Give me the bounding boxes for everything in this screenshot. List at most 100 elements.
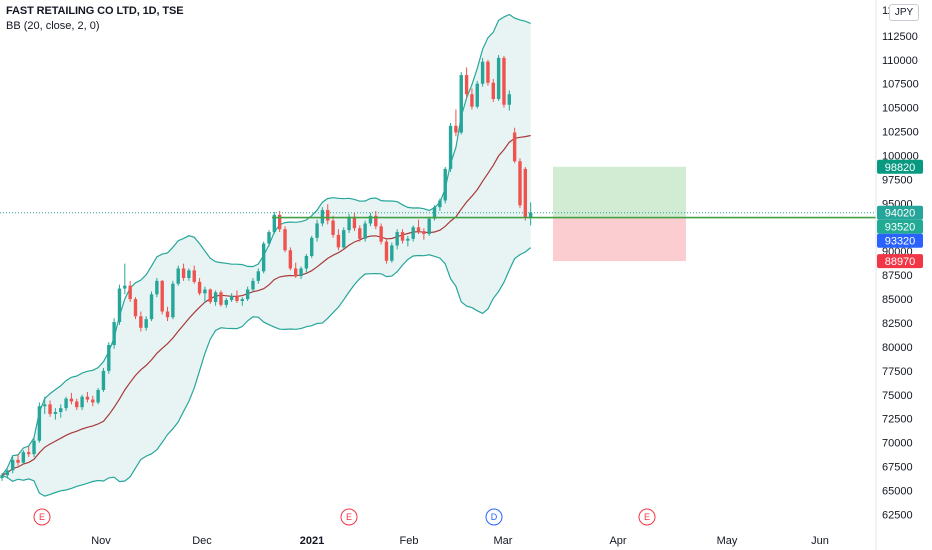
candle-body[interactable] xyxy=(352,216,357,229)
candle-body[interactable] xyxy=(21,452,26,463)
candle-body[interactable] xyxy=(139,316,143,328)
candle-body[interactable] xyxy=(192,270,196,282)
event-marker-circle[interactable] xyxy=(33,508,51,526)
candle-body[interactable] xyxy=(336,234,341,248)
candle-body[interactable] xyxy=(438,200,442,208)
candle-body[interactable] xyxy=(43,404,47,407)
candle-body[interactable] xyxy=(59,408,63,413)
candle-body[interactable] xyxy=(133,299,138,317)
candle-body[interactable] xyxy=(288,250,293,269)
candle-body[interactable] xyxy=(448,125,453,169)
candle-body[interactable] xyxy=(229,296,234,301)
candle-body[interactable] xyxy=(443,168,447,201)
candle-body[interactable] xyxy=(224,300,228,305)
candle-body[interactable] xyxy=(160,280,164,312)
rr-profit-zone[interactable] xyxy=(553,166,686,218)
candle-body[interactable] xyxy=(422,231,426,234)
candle-body[interactable] xyxy=(475,83,479,107)
candle-body[interactable] xyxy=(85,396,90,400)
candle-body[interactable] xyxy=(374,215,378,227)
event-marker-circle[interactable] xyxy=(638,508,656,526)
candle-body[interactable] xyxy=(496,57,501,100)
candle-body[interactable] xyxy=(347,216,351,231)
candle-body[interactable] xyxy=(96,389,100,403)
candle-body[interactable] xyxy=(432,207,437,219)
x-axis[interactable]: Nov Dec 2021 Feb Mar Apr May Jun xyxy=(91,535,829,547)
candle-body[interactable] xyxy=(107,345,111,371)
rr-loss-zone[interactable] xyxy=(553,217,686,262)
candle-body[interactable] xyxy=(299,268,303,277)
candle-body[interactable] xyxy=(326,210,330,221)
candle-body[interactable] xyxy=(491,82,495,100)
candle-body[interactable] xyxy=(213,292,218,302)
candle-body[interactable] xyxy=(80,396,84,408)
candle-body[interactable] xyxy=(176,268,180,284)
candle-body[interactable] xyxy=(518,161,522,206)
candle-body[interactable] xyxy=(304,255,309,269)
candle-body[interactable] xyxy=(16,459,20,463)
candle-body[interactable] xyxy=(390,245,394,261)
candle-body[interactable] xyxy=(128,285,132,300)
candle-body[interactable] xyxy=(240,299,244,301)
candle-body[interactable] xyxy=(32,440,36,455)
candle-body[interactable] xyxy=(235,296,239,301)
candle-body[interactable] xyxy=(267,232,271,244)
candle-body[interactable] xyxy=(416,227,421,232)
candle-body[interactable] xyxy=(112,322,116,346)
candle-body[interactable] xyxy=(53,412,58,414)
candle-body[interactable] xyxy=(261,243,266,272)
candle-body[interactable] xyxy=(27,452,31,455)
candle-body[interactable] xyxy=(208,289,212,302)
candle-body[interactable] xyxy=(75,401,79,408)
candle-body[interactable] xyxy=(272,214,277,233)
candle-body[interactable] xyxy=(480,61,485,84)
candle-body[interactable] xyxy=(454,125,458,133)
candle-body[interactable] xyxy=(310,237,314,256)
candle-body[interactable] xyxy=(155,280,159,295)
candle-body[interactable] xyxy=(165,311,170,318)
candle-body[interactable] xyxy=(69,398,74,402)
candle-body[interactable] xyxy=(144,319,148,328)
candle-body[interactable] xyxy=(149,294,154,320)
y-axis[interactable]: 62500 65000 67500 70000 72500 75000 77500 80000… xyxy=(882,5,919,521)
candle-body[interactable] xyxy=(411,227,415,239)
candle-body[interactable] xyxy=(294,268,298,277)
candle-body[interactable] xyxy=(459,75,463,133)
candle-body[interactable] xyxy=(368,215,373,224)
candle-body[interactable] xyxy=(379,226,383,242)
event-marker-circle[interactable] xyxy=(340,508,358,526)
candle-body[interactable] xyxy=(400,232,405,241)
candle-body[interactable] xyxy=(512,132,517,162)
candle-body[interactable] xyxy=(486,61,490,83)
candle-body[interactable] xyxy=(502,57,506,105)
candle-body[interactable] xyxy=(171,283,175,318)
candle-body[interactable] xyxy=(363,223,367,239)
event-marker-circle[interactable] xyxy=(485,508,503,526)
candle-body[interactable] xyxy=(37,406,42,441)
candle-body[interactable] xyxy=(181,268,186,279)
candle-body[interactable] xyxy=(464,75,469,95)
candle-body[interactable] xyxy=(406,238,410,241)
candle-body[interactable] xyxy=(203,289,207,294)
candle-body[interactable] xyxy=(523,168,528,218)
candle-body[interactable] xyxy=(277,214,282,230)
candle-body[interactable] xyxy=(384,241,389,261)
indicator-legend[interactable]: BB (20, close, 2, 0) xyxy=(6,20,100,32)
candle-body[interactable] xyxy=(331,220,335,235)
candle-body[interactable] xyxy=(5,470,10,476)
candle-body[interactable] xyxy=(197,281,202,294)
candle-body[interactable] xyxy=(219,292,223,305)
candle-body[interactable] xyxy=(395,232,399,246)
candle-body[interactable] xyxy=(528,212,533,218)
candle-body[interactable] xyxy=(48,404,52,414)
candle-body[interactable] xyxy=(101,370,106,390)
candle-body[interactable] xyxy=(315,223,319,238)
candle-body[interactable] xyxy=(251,280,255,290)
candle-body[interactable] xyxy=(187,270,191,279)
candle-body[interactable] xyxy=(342,230,346,248)
candle-body[interactable] xyxy=(358,228,362,239)
candle-body[interactable] xyxy=(91,399,95,403)
candle-body[interactable] xyxy=(245,289,250,300)
candle-body[interactable] xyxy=(64,398,68,409)
